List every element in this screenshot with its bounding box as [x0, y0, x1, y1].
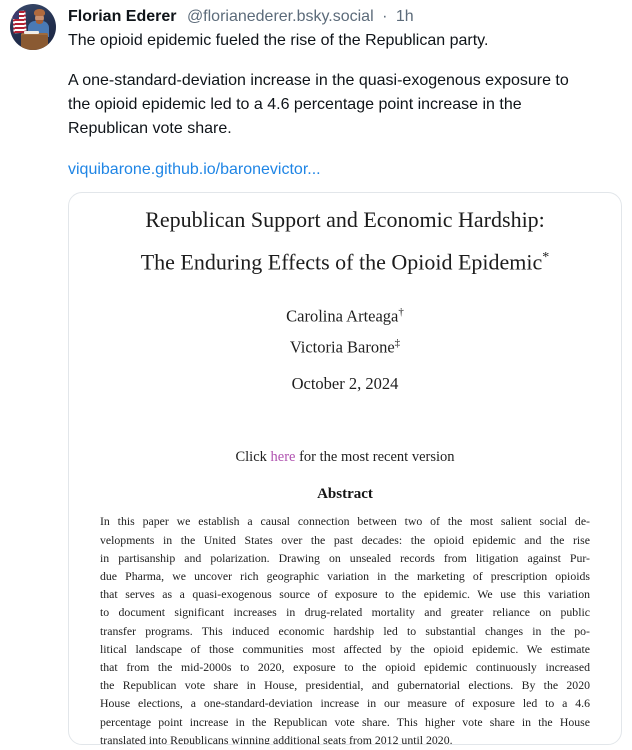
abstract-line: velopments in the United States over the…	[100, 532, 590, 547]
post-text-line1: The opioid epidemic fueled the rise of t…	[68, 32, 489, 49]
podium-paper	[24, 31, 39, 34]
meta-separator: ·	[382, 8, 388, 25]
paper-date: October 2, 2024	[291, 374, 399, 394]
author-footnote-mark: †	[398, 306, 404, 319]
external-link[interactable]: viquibarone.github.io/baronevictor...	[68, 161, 321, 178]
abstract-line: the Republican vote share in House, pres…	[100, 678, 590, 693]
abstract-line: in partisanship and polarization. Drawin…	[100, 550, 590, 565]
person-beard	[36, 20, 43, 24]
abstract-heading: Abstract	[317, 486, 373, 503]
abstract-line: House elections, a one-standard-deviatio…	[100, 696, 590, 711]
abstract-line: due Pharma, we uncover rich geographic v…	[100, 568, 590, 583]
abstract-line: that from the mid-2000s to 2020, exposur…	[100, 659, 590, 674]
author-footnote-mark: ‡	[394, 337, 401, 350]
abstract-line: transfer programs. This induced economic…	[100, 623, 590, 638]
person-head	[35, 13, 44, 23]
avatar[interactable]	[10, 4, 56, 50]
paper-authors: Carolina Arteaga† Victoria Barone‡	[69, 299, 621, 361]
us-flag-canton	[13, 11, 19, 19]
podium	[21, 33, 48, 50]
author-handle[interactable]: @florianederer.bsky.social	[186, 8, 374, 25]
post-timestamp[interactable]: 1h	[395, 8, 414, 25]
paper-author: Carolina Arteaga†	[286, 306, 404, 326]
abstract-line: that serves as a quasi-exogenous source …	[100, 587, 590, 602]
post-header: Florian Ederer @florianederer.bsky.socia…	[68, 6, 622, 27]
version-here-link: here	[270, 449, 296, 466]
paper-author: Victoria Barone‡	[289, 337, 401, 357]
abstract-line: translated into Republicans winning addi…	[100, 732, 453, 745]
paper-title-line2: The Enduring Effects of the Opioid Epide…	[140, 249, 550, 275]
abstract-line: percentage point increase in the Republi…	[100, 714, 590, 729]
paper-version-line: Click here for the most recent version	[235, 449, 455, 466]
paper-title-line1: Republican Support and Economic Hardship…	[145, 207, 545, 232]
paper-preview-card[interactable]: Republican Support and Economic Hardship…	[68, 192, 622, 745]
abstract-line: litical landscape of those communities m…	[100, 641, 590, 656]
title-footnote-mark: *	[542, 250, 550, 265]
paper-title: Republican Support and Economic Hardship…	[69, 201, 621, 281]
person-hair	[34, 9, 45, 16]
abstract-text: In this paper we establish a causal conn…	[100, 512, 590, 745]
abstract-line: In this paper we establish a causal conn…	[100, 514, 590, 529]
abstract-line: to document significant increases in dru…	[100, 605, 590, 620]
post-text-line2: A one-standard-deviation increase in the…	[68, 72, 569, 137]
author-name[interactable]: Florian Ederer	[68, 8, 177, 25]
